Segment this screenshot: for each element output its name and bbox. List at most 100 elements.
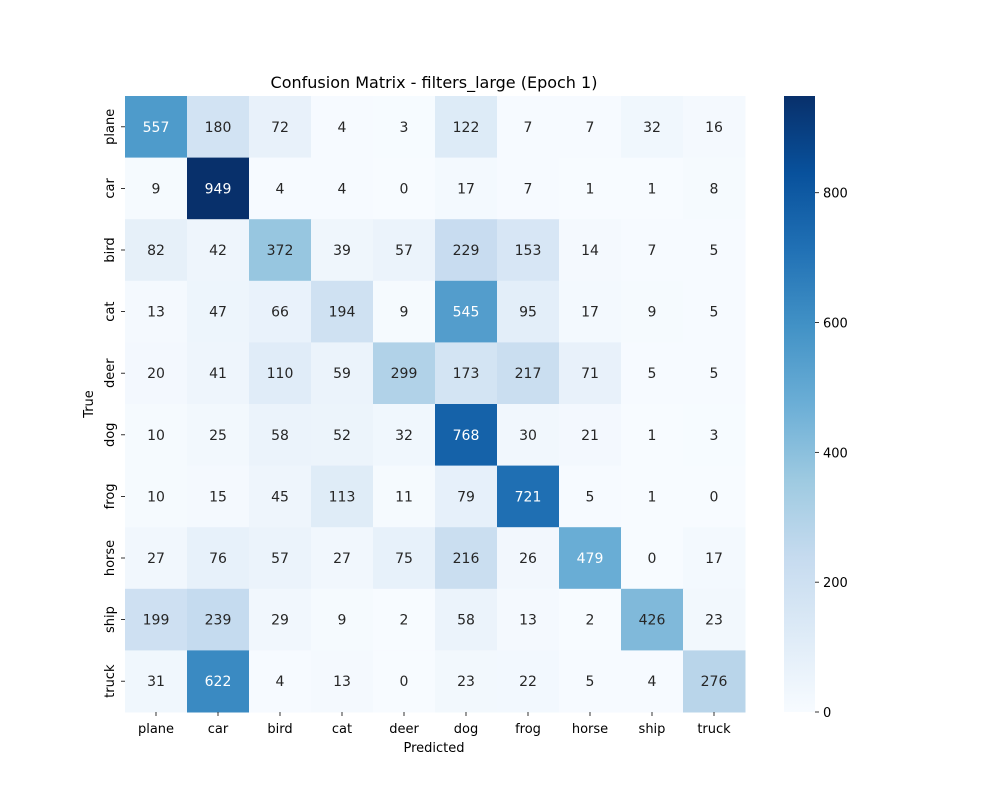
heatmap-cell <box>497 650 560 713</box>
cell-value-label: 0 <box>400 674 409 690</box>
heatmap-cell <box>435 342 498 405</box>
cell-value-label: 57 <box>395 243 413 259</box>
cell-value-label: 9 <box>400 305 409 321</box>
heatmap-cell <box>311 588 374 651</box>
heatmap-cell <box>187 404 250 467</box>
heatmap-cell <box>559 588 622 651</box>
cell-value-label: 5 <box>710 366 719 382</box>
colorbar <box>784 96 815 712</box>
heatmap-cell <box>621 588 684 651</box>
cell-value-label: 9 <box>338 613 347 629</box>
heatmap-cell <box>497 588 560 651</box>
cell-value-label: 14 <box>581 243 599 259</box>
heatmap-cell <box>683 219 746 282</box>
colorbar-tick-label: 400 <box>823 446 848 461</box>
heatmap-cell <box>435 588 498 651</box>
heatmap-cell <box>311 157 374 220</box>
cell-value-label: 58 <box>271 428 289 444</box>
cell-value-label: 13 <box>519 613 537 629</box>
heatmap-cell <box>559 157 622 220</box>
heatmap-cell <box>559 465 622 528</box>
cell-value-label: 299 <box>391 366 418 382</box>
heatmap-cell <box>125 157 188 220</box>
cell-value-label: 71 <box>581 366 599 382</box>
heatmap-cell <box>311 465 374 528</box>
cell-value-label: 9 <box>648 305 657 321</box>
cell-value-label: 23 <box>457 674 475 690</box>
heatmap-cell <box>249 219 312 282</box>
heatmap-cell <box>125 465 188 528</box>
heatmap-cell <box>311 219 374 282</box>
heatmap-cells <box>125 96 746 713</box>
x-tick-label: ship <box>639 722 666 737</box>
cell-value-label: 2 <box>400 613 409 629</box>
heatmap-cell <box>125 96 188 159</box>
cell-value-label: 13 <box>147 305 165 321</box>
cell-value-label: 10 <box>147 489 165 505</box>
heatmap-cell <box>621 342 684 405</box>
cell-value-label: 194 <box>329 305 356 321</box>
heatmap-cell <box>125 404 188 467</box>
cell-value-label: 58 <box>457 613 475 629</box>
heatmap-cell <box>435 527 498 590</box>
heatmap-cell <box>249 588 312 651</box>
heatmap-cell <box>249 527 312 590</box>
heatmap-cell <box>311 650 374 713</box>
cell-value-label: 1 <box>648 181 657 197</box>
cell-value-label: 45 <box>271 489 289 505</box>
cell-value-label: 622 <box>205 674 232 690</box>
heatmap-cell <box>373 96 436 159</box>
x-tick-label: frog <box>515 722 541 737</box>
heatmap-cell <box>187 527 250 590</box>
cell-value-label: 113 <box>329 489 356 505</box>
cell-value-label: 239 <box>205 613 232 629</box>
heatmap-cell <box>125 527 188 590</box>
cell-value-label: 2 <box>586 613 595 629</box>
heatmap-cell <box>187 96 250 159</box>
cell-value-label: 15 <box>209 489 227 505</box>
cell-value-label: 5 <box>648 366 657 382</box>
cell-value-label: 1 <box>648 489 657 505</box>
cell-value-label: 5 <box>710 305 719 321</box>
heatmap-cell <box>497 280 560 343</box>
cell-value-label: 76 <box>209 551 227 567</box>
cell-value-label: 5 <box>586 674 595 690</box>
heatmap-cell <box>621 404 684 467</box>
cell-value-label: 0 <box>648 551 657 567</box>
cell-value-label: 11 <box>395 489 413 505</box>
heatmap-cell <box>683 527 746 590</box>
heatmap-cell <box>559 650 622 713</box>
x-tick-label: bird <box>267 722 292 737</box>
heatmap-cell <box>125 588 188 651</box>
cell-value-label: 16 <box>705 120 723 136</box>
cell-value-label: 30 <box>519 428 537 444</box>
heatmap-cell <box>621 219 684 282</box>
x-tick-label: horse <box>572 722 608 737</box>
cell-value-label: 199 <box>143 613 170 629</box>
heatmap-cell <box>621 527 684 590</box>
cell-value-label: 21 <box>581 428 599 444</box>
heatmap-cell <box>373 527 436 590</box>
cell-value-label: 3 <box>400 120 409 136</box>
cell-value-label: 3 <box>710 428 719 444</box>
cell-value-label: 42 <box>209 243 227 259</box>
cell-value-label: 8 <box>710 181 719 197</box>
y-tick-label: frog <box>103 483 118 509</box>
heatmap-cell <box>621 280 684 343</box>
heatmap-cell <box>125 280 188 343</box>
cell-value-label: 10 <box>147 428 165 444</box>
cell-value-label: 229 <box>453 243 480 259</box>
y-tick-label: car <box>103 178 118 199</box>
cell-value-label: 276 <box>701 674 728 690</box>
y-tick-label: ship <box>103 606 118 633</box>
heatmap-cell <box>187 342 250 405</box>
chart-title: Confusion Matrix - filters_large (Epoch … <box>271 73 598 93</box>
cell-value-label: 26 <box>519 551 537 567</box>
cell-value-label: 217 <box>515 366 542 382</box>
cell-value-label: 557 <box>143 120 170 136</box>
cell-value-label: 27 <box>147 551 165 567</box>
heatmap-cell <box>497 404 560 467</box>
heatmap-cell <box>435 280 498 343</box>
heatmap-cell <box>621 650 684 713</box>
